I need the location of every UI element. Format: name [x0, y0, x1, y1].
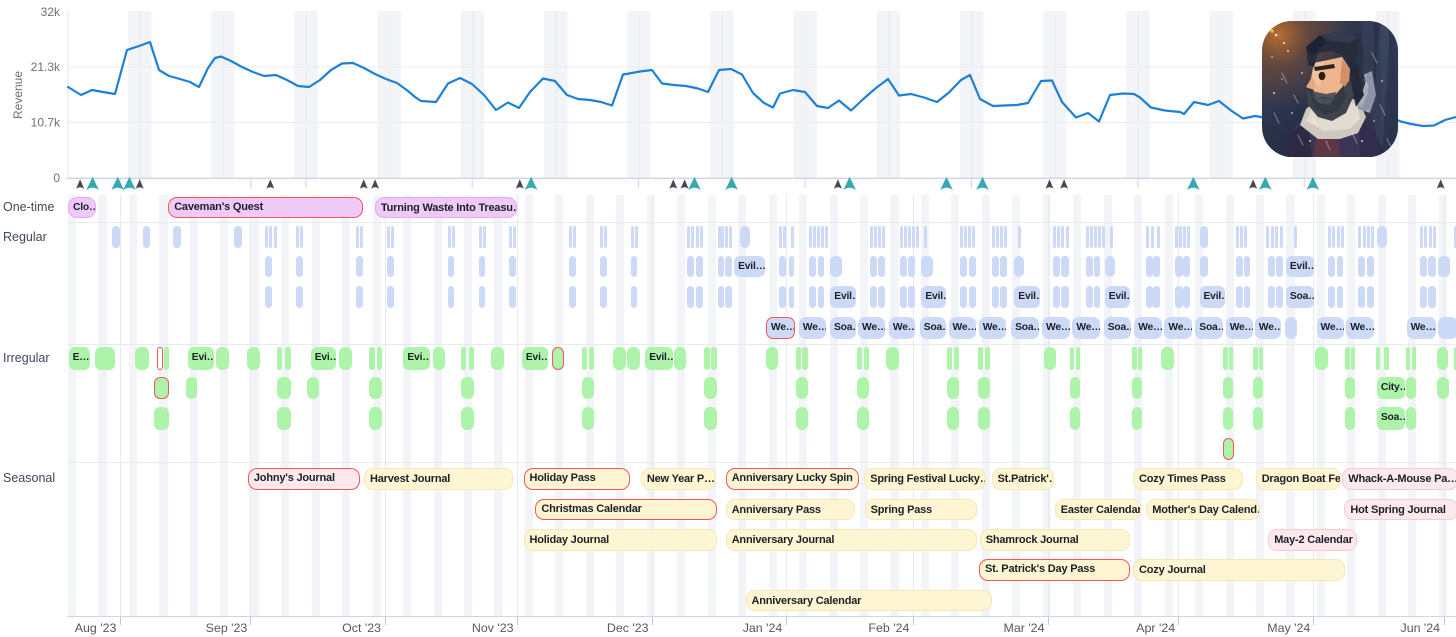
svg-text:21.3k: 21.3k	[31, 60, 61, 74]
svg-text:Revenue: Revenue	[11, 71, 25, 119]
svg-text:0: 0	[53, 171, 60, 185]
svg-text:10.7k: 10.7k	[31, 116, 61, 130]
svg-text:32k: 32k	[41, 5, 61, 19]
